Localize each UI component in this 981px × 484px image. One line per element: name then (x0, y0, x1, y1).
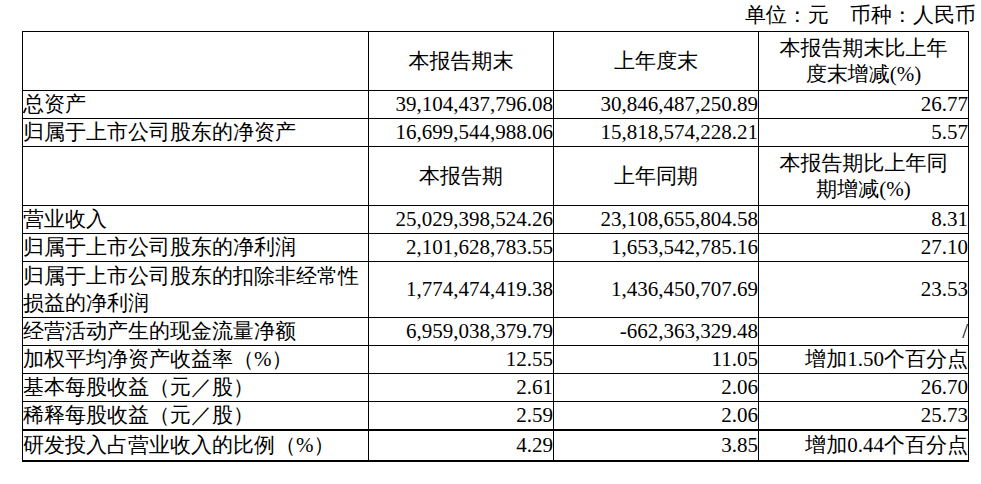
row-label-cell: 归属于上市公司股东的净利润 (23, 234, 369, 262)
current-value-cell: 12.55 (369, 346, 554, 374)
table-row-net-profit-excl-nonrecurring: 归属于上市公司股东的扣除非经常性损益的净利润 1,774,474,419.38 … (23, 262, 969, 318)
current-value-cell: 2,101,628,783.55 (369, 234, 554, 262)
col-header-current-period: 本报告期 (369, 147, 554, 206)
table-row-net-profit: 归属于上市公司股东的净利润 2,101,628,783.55 1,653,542… (23, 234, 969, 262)
current-value-cell: 1,774,474,419.38 (369, 262, 554, 318)
change-cell: 23.53 (759, 262, 969, 318)
change-cell: 27.10 (759, 234, 969, 262)
reporting-period-header-row: 本报告期 上年同期 本报告期比上年同 期增减(%) (23, 147, 969, 206)
current-value-cell: 39,104,437,796.08 (369, 91, 554, 119)
col-header-prior-year-same-period: 上年同期 (554, 147, 759, 206)
table-row-rd-expense-ratio: 研发投入占营业收入的比例（%） 4.29 3.85 增加0.44个百分点 (23, 430, 969, 461)
current-value-cell: 16,699,544,988.06 (369, 119, 554, 147)
prior-value-cell: 1,436,450,707.69 (554, 262, 759, 318)
row-label-cell: 归属于上市公司股东的扣除非经常性损益的净利润 (23, 262, 369, 318)
row-label-cell: 研发投入占营业收入的比例（%） (23, 430, 369, 461)
change-cell: 25.73 (759, 402, 969, 431)
col-header-prior-year-end: 上年度末 (554, 32, 759, 91)
table-row-net-assets: 归属于上市公司股东的净资产 16,699,544,988.06 15,818,5… (23, 119, 969, 147)
table-row-weighted-avg-roe: 加权平均净资产收益率（%） 12.55 11.05 增加1.50个百分点 (23, 346, 969, 374)
col-header-current-period-end: 本报告期末 (369, 32, 554, 91)
current-value-cell: 25,029,398,524.26 (369, 206, 554, 234)
prior-value-cell: 23,108,655,804.58 (554, 206, 759, 234)
prior-value-cell: 1,653,542,785.16 (554, 234, 759, 262)
col-header-period-change-pct: 本报告期比上年同 期增减(%) (759, 147, 969, 206)
table-row-diluted-eps: 稀释每股收益（元／股） 2.59 2.06 25.73 (23, 402, 969, 431)
row-label-cell: 稀释每股收益（元／股） (23, 402, 369, 431)
prior-value-cell: 11.05 (554, 346, 759, 374)
row-label-cell: 加权平均净资产收益率（%） (23, 346, 369, 374)
table-row-basic-eps: 基本每股收益（元／股） 2.61 2.06 26.70 (23, 374, 969, 402)
prior-value-cell: -662,363,329.48 (554, 318, 759, 346)
unit-currency-label: 单位：元 币种：人民币 (745, 2, 976, 28)
prior-value-cell: 2.06 (554, 374, 759, 402)
financial-summary-table: 本报告期末 上年度末 本报告期末比上年 度末增减(%) 总资产 39,104,4… (22, 31, 969, 462)
table-row-operating-revenue: 营业收入 25,029,398,524.26 23,108,655,804.58… (23, 206, 969, 234)
prior-value-cell: 2.06 (554, 402, 759, 431)
row-label-cell: 归属于上市公司股东的净资产 (23, 119, 369, 147)
change-cell: 26.77 (759, 91, 969, 119)
change-cell: / (759, 318, 969, 346)
row-label-cell: 基本每股收益（元／股） (23, 374, 369, 402)
current-value-cell: 4.29 (369, 430, 554, 461)
current-value-cell: 2.61 (369, 374, 554, 402)
row-label-cell: 经营活动产生的现金流量净额 (23, 318, 369, 346)
change-cell: 8.31 (759, 206, 969, 234)
period-end-header-row: 本报告期末 上年度末 本报告期末比上年 度末增减(%) (23, 32, 969, 91)
change-cell: 5.57 (759, 119, 969, 147)
table-row-operating-cash-flow: 经营活动产生的现金流量净额 6,959,038,379.79 -662,363,… (23, 318, 969, 346)
row-label-cell: 总资产 (23, 91, 369, 119)
change-cell: 增加0.44个百分点 (759, 430, 969, 461)
row-label-cell: 营业收入 (23, 206, 369, 234)
current-value-cell: 2.59 (369, 402, 554, 431)
col-header-period-end-change-pct: 本报告期末比上年 度末增减(%) (759, 32, 969, 91)
change-cell: 26.70 (759, 374, 969, 402)
prior-value-cell: 15,818,574,228.21 (554, 119, 759, 147)
table-row-total-assets: 总资产 39,104,437,796.08 30,846,487,250.89 … (23, 91, 969, 119)
prior-value-cell: 30,846,487,250.89 (554, 91, 759, 119)
change-cell: 增加1.50个百分点 (759, 346, 969, 374)
blank-header-cell (23, 32, 369, 91)
prior-value-cell: 3.85 (554, 430, 759, 461)
blank-header-cell (23, 147, 369, 206)
current-value-cell: 6,959,038,379.79 (369, 318, 554, 346)
